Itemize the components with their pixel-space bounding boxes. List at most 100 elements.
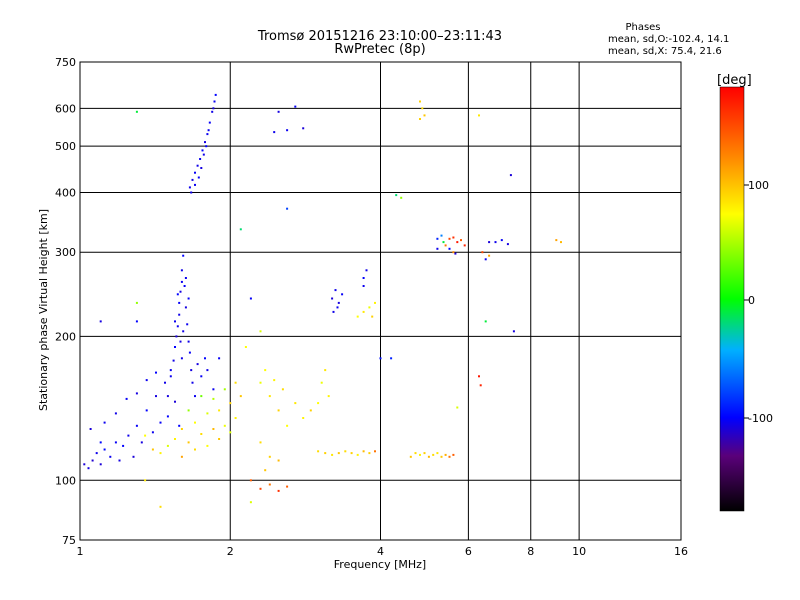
data-point xyxy=(488,241,491,244)
data-point xyxy=(87,467,90,470)
data-point xyxy=(159,421,162,424)
data-point xyxy=(239,228,242,231)
data-point xyxy=(379,357,382,360)
data-point xyxy=(145,409,148,412)
data-point xyxy=(95,452,98,455)
data-point xyxy=(144,434,147,437)
data-point xyxy=(419,100,421,103)
data-point xyxy=(212,397,215,400)
data-point xyxy=(341,293,344,296)
data-point xyxy=(180,357,183,360)
data-point xyxy=(214,93,217,96)
data-point xyxy=(277,459,280,462)
data-point xyxy=(423,452,426,455)
data-point xyxy=(190,191,193,194)
data-point xyxy=(99,441,102,444)
data-point xyxy=(362,310,365,313)
data-point xyxy=(444,453,447,456)
data-point xyxy=(488,254,491,257)
data-point xyxy=(145,379,148,382)
data-point xyxy=(194,448,196,451)
data-point xyxy=(187,297,190,300)
data-point xyxy=(419,453,421,456)
data-point xyxy=(268,395,271,398)
data-point xyxy=(302,127,305,130)
data-point xyxy=(212,107,215,110)
data-point xyxy=(180,280,183,283)
data-point xyxy=(395,194,398,197)
data-point xyxy=(194,171,196,174)
data-point xyxy=(452,236,455,239)
data-point xyxy=(273,379,276,382)
stats-o: mean, sd,O:-102.4, 14.1 xyxy=(608,34,729,45)
data-point xyxy=(135,392,138,395)
data-point xyxy=(421,107,424,110)
data-point xyxy=(356,453,359,456)
y-tick-label: 750 xyxy=(55,56,76,69)
data-point xyxy=(273,131,276,134)
data-point xyxy=(555,239,558,242)
data-point xyxy=(244,346,247,348)
data-point xyxy=(99,463,102,466)
plot-frame xyxy=(79,61,682,541)
data-point xyxy=(444,244,447,247)
y-tick-labels: 75 100 200 300 400 500 600 750 xyxy=(55,56,76,547)
data-point xyxy=(448,455,451,458)
data-point xyxy=(460,239,462,242)
colorbar-tick-label-100: 100 xyxy=(748,179,769,192)
x-tick-label: 1 xyxy=(77,545,84,558)
data-point xyxy=(239,395,242,398)
data-point xyxy=(178,313,181,316)
data-point xyxy=(188,351,191,354)
data-point xyxy=(440,455,443,458)
data-point xyxy=(206,369,209,372)
data-point xyxy=(463,244,466,247)
data-point xyxy=(187,441,190,444)
x-tick-label: 10 xyxy=(572,545,586,558)
data-point xyxy=(164,381,166,384)
data-point xyxy=(452,251,455,254)
data-point xyxy=(191,178,194,181)
data-point xyxy=(320,381,323,384)
data-point xyxy=(478,375,480,378)
data-point xyxy=(436,247,439,250)
data-point xyxy=(317,450,320,453)
x-tick-label: 16 xyxy=(674,545,688,558)
data-point xyxy=(196,164,199,167)
data-point xyxy=(494,241,497,244)
data-point xyxy=(202,153,205,156)
data-point xyxy=(481,251,484,254)
data-point xyxy=(484,320,487,323)
y-tick-label: 300 xyxy=(55,246,76,259)
data-point xyxy=(197,176,200,179)
data-point xyxy=(178,424,181,427)
data-point xyxy=(302,417,305,419)
data-point xyxy=(184,277,187,279)
data-point xyxy=(200,375,203,378)
data-point xyxy=(350,452,353,455)
data-point xyxy=(174,320,176,323)
data-point xyxy=(332,310,335,313)
data-point xyxy=(362,285,365,287)
data-point xyxy=(259,441,262,444)
data-point xyxy=(374,301,376,304)
data-point xyxy=(122,444,125,447)
data-point xyxy=(414,452,417,455)
data-point xyxy=(249,501,252,504)
data-point xyxy=(277,409,280,412)
data-point xyxy=(103,421,106,424)
data-point xyxy=(109,455,112,458)
data-point xyxy=(432,453,435,456)
y-tick-label: 100 xyxy=(55,474,76,487)
data-point xyxy=(184,306,187,309)
colorbar-tick-label-0: 0 xyxy=(748,294,755,307)
data-point xyxy=(368,452,371,455)
data-point xyxy=(135,320,138,323)
data-point xyxy=(286,129,289,132)
data-point xyxy=(234,417,237,419)
data-point xyxy=(324,369,327,372)
data-point xyxy=(182,330,185,333)
y-tick-label: 75 xyxy=(62,534,76,547)
data-point xyxy=(277,489,280,492)
data-point xyxy=(188,186,191,189)
